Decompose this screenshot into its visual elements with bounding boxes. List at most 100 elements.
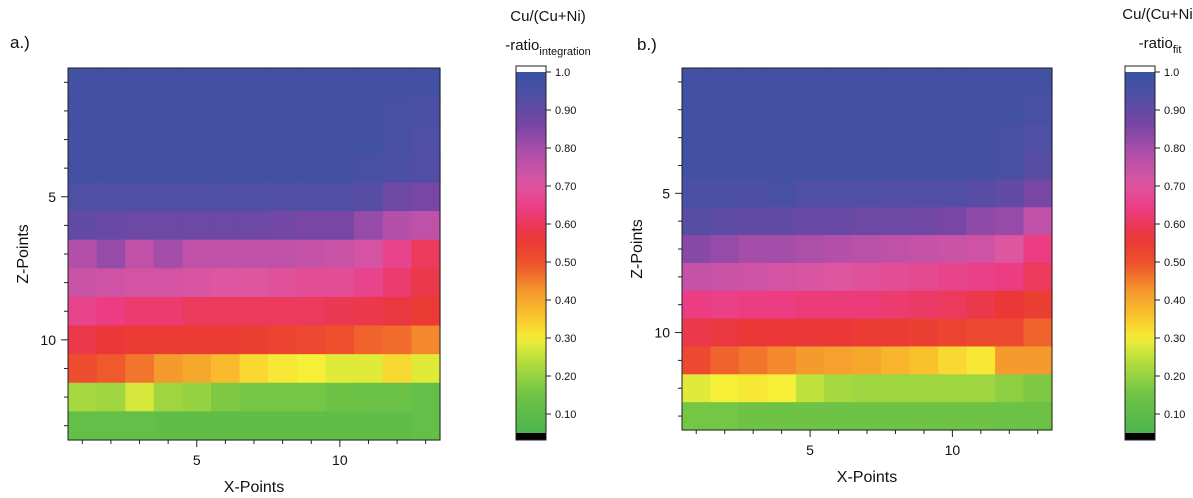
heatmap-cell [767,402,797,431]
heatmap-cell [153,239,184,269]
heatmap-cell [96,68,126,98]
colorbar-gradient [1125,72,1155,433]
heatmap-cell [710,235,740,264]
heatmap-cell [96,296,126,327]
y-axis-label: Z-Points [15,224,32,284]
heatmap-cell [966,207,996,236]
colorbar-tick-label: 0.70 [555,181,576,193]
heatmap-cell [411,211,441,241]
colorbar-title-line1: Cu/(Cu+Ni) [1122,6,1193,23]
x-axis-label: X-Points [837,469,897,486]
heatmap-cell [239,296,269,327]
heatmap-cell [909,95,939,125]
heatmap-cell [354,382,384,412]
heatmap-cell [325,296,355,327]
heatmap-cell [767,207,797,236]
heatmap-cell [68,68,98,98]
colorbar-tick-label: 0.80 [1164,143,1185,155]
heatmap-cell [966,151,996,180]
heatmap-cell [153,211,184,241]
heatmap-cell [966,179,996,208]
colorbar-tick-label: 0.10 [1164,409,1185,421]
heatmap-cell [852,151,882,180]
colorbar-over-cap [516,66,546,72]
heatmap-cell [824,235,854,264]
heatmap-cell [382,382,412,412]
heatmap-cell [682,151,712,180]
colorbar-title-subscript: integration [539,46,590,58]
heatmap-cell [125,268,155,298]
heatmap-cell [96,239,126,269]
heatmap-cell [710,207,740,236]
heatmap-cells [682,68,1053,431]
colorbar-title-line2: -ratiointegration [505,37,591,58]
heatmap-cell [68,96,98,126]
y-tick-label: 5 [48,189,56,205]
heatmap-cell [382,182,412,212]
heatmap-cell [1023,207,1053,236]
heatmap-panel-a: a.) 5 10 5 10 X-Points Z-Points Cu/(Cu+Ni) -rati… [10,8,591,496]
heatmap-cell [881,290,911,320]
heatmap-cell [938,151,968,180]
heatmap-cell [909,68,939,97]
heatmap-cell [995,402,1025,431]
heatmap-cell [795,318,825,348]
heatmap-cell [852,68,882,97]
heatmap-cell [995,318,1025,348]
heatmap-cell [795,123,825,153]
heatmap-cell [125,153,155,184]
heatmap-cell [824,290,854,320]
heatmap-cell [682,68,712,97]
heatmap-cell [96,153,126,184]
heatmap-cell [68,411,98,441]
heatmap-cell [296,125,327,155]
heatmap-cell [995,151,1025,180]
colorbar: 1.0 0.90 0.80 0.70 0.60 0.50 0.40 0.30 0.20 0.10 [515,65,576,441]
heatmap-cell [354,239,384,269]
heatmap-cells [68,68,441,441]
heatmap-cell [938,262,968,292]
heatmap-cell [767,123,797,153]
heatmap-cell [966,123,996,153]
heatmap-cell [852,179,882,208]
heatmap-cell [995,346,1025,375]
heatmap-cell [995,374,1025,403]
heatmap-cell [96,182,126,212]
colorbar-tick-label: 0.50 [555,257,576,269]
heatmap-cell [881,95,911,125]
heatmap-cell [966,402,996,431]
heatmap-cell [268,268,298,298]
heatmap-cell [738,151,768,180]
heatmap-cell [68,182,98,212]
colorbar-title-line1: Cu/(Cu+Ni) [510,8,585,25]
heatmap-cell [682,262,712,292]
heatmap-cell [852,235,882,264]
colorbar-tick-label: 1.0 [555,67,570,79]
y-tick-label: 10 [40,332,56,348]
heatmap-cell [966,346,996,375]
heatmap-cell [795,374,825,403]
heatmap-cell [153,296,184,327]
heatmap-cell [966,318,996,348]
heatmap-cell [966,68,996,97]
heatmap-cell [268,239,298,269]
heatmap-cell [296,68,327,98]
heatmap-cell [938,235,968,264]
heatmap-cell [68,325,98,355]
heatmap-cell [682,402,712,431]
heatmap-cell [153,125,184,155]
heatmap-cell [354,325,384,355]
heatmap-cell [909,151,939,180]
heatmap-cell [96,411,126,441]
y-axis-label: Z-Points [629,219,646,279]
heatmap-cell [411,182,441,212]
heatmap-cell [68,268,98,298]
heatmap-cell [710,262,740,292]
heatmap-cell [211,182,241,212]
heatmap-cell [211,153,241,184]
heatmap-cell [325,411,355,441]
heatmap-cell [738,318,768,348]
heatmap-cell [738,346,768,375]
heatmap-cell [738,374,768,403]
